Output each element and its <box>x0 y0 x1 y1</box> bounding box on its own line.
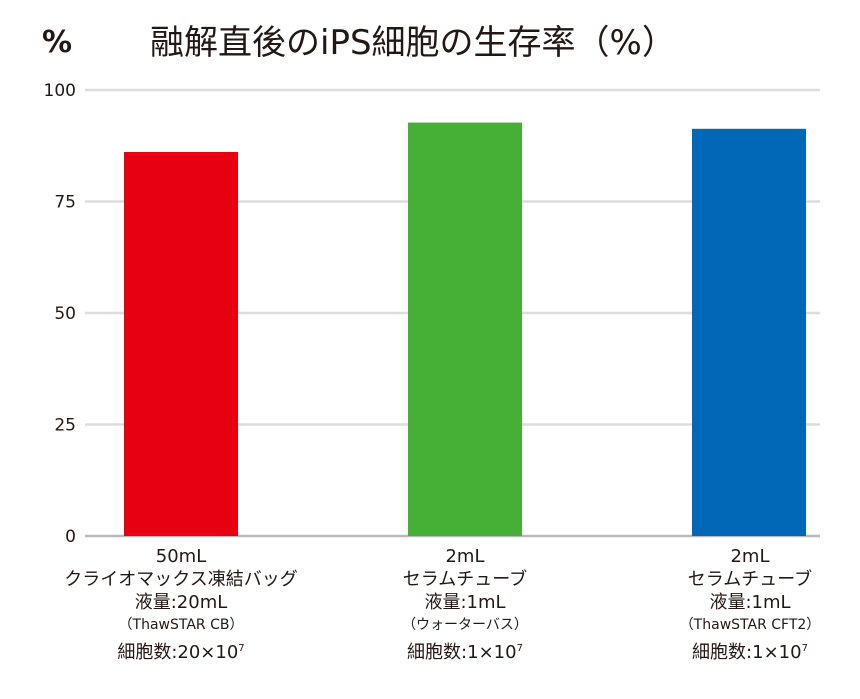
y-tick-label: 25 <box>54 416 76 436</box>
y-tick-label: 100 <box>44 81 76 101</box>
cat-cells-text: 細胞数:1×10 <box>692 642 802 663</box>
y-tick-label: 0 <box>65 527 76 547</box>
cat-cells-exp: 7 <box>238 643 245 654</box>
cat-container: クライオマックス凍結バッグ <box>64 569 298 590</box>
cat-liquid: 液量:1mL <box>424 592 506 613</box>
y-tick-label: 50 <box>54 304 76 324</box>
bar-0 <box>124 151 238 536</box>
y-tick-label: 75 <box>54 193 76 213</box>
bar-1 <box>408 122 522 537</box>
cat-liquid: 液量:1mL <box>709 592 791 613</box>
cat-cells: 細胞数:1×107 <box>600 637 860 664</box>
cat-container: セラムチューブ <box>402 569 528 590</box>
cat-container: セラムチューブ <box>687 569 813 590</box>
cat-volume: 50mL <box>155 546 207 567</box>
bar-2 <box>692 128 806 536</box>
cat-method: （ThawSTAR CB） <box>118 617 244 633</box>
cat-cells-text: 細胞数:1×10 <box>407 642 517 663</box>
cat-volume: 2mL <box>445 546 485 567</box>
cat-method: （ウォーターバス） <box>402 617 528 633</box>
y-axis-unit: % <box>42 25 72 60</box>
category-label-1: 2mL セラムチューブ 液量:1mL （ウォーターバス） 細胞数:1×107 <box>315 545 615 664</box>
cat-cells: 細胞数:1×107 <box>315 637 615 664</box>
cat-cells-text: 細胞数:20×10 <box>117 642 239 663</box>
cat-volume: 2mL <box>730 546 770 567</box>
cat-cells: 細胞数:20×107 <box>31 637 331 664</box>
cat-liquid: 液量:20mL <box>134 592 228 613</box>
cat-method: （ThawSTAR CFT2） <box>679 617 821 633</box>
category-label-2: 2mL セラムチューブ 液量:1mL （ThawSTAR CFT2） 細胞数:1… <box>600 545 860 664</box>
cat-cells-exp: 7 <box>516 643 523 654</box>
chart-title: 融解直後のiPS細胞の生存率（%） <box>150 23 676 63</box>
cat-cells-exp: 7 <box>801 643 808 654</box>
category-label-0: 50mL クライオマックス凍結バッグ 液量:20mL （ThawSTAR CB）… <box>31 545 331 664</box>
